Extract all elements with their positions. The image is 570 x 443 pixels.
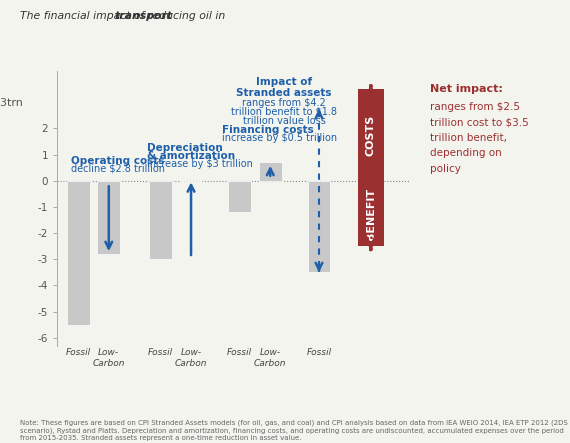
Text: increase by $0.5 trillion: increase by $0.5 trillion xyxy=(222,133,337,143)
Text: depending on: depending on xyxy=(430,148,502,159)
Text: Note: These figures are based on CPI Stranded Assets models (for oil, gas, and c: Note: These figures are based on CPI Str… xyxy=(20,420,568,441)
Text: & amortization: & amortization xyxy=(147,151,235,161)
Text: Operating costs: Operating costs xyxy=(71,156,164,166)
Text: Net impact:: Net impact: xyxy=(430,84,503,94)
Text: $3trn: $3trn xyxy=(0,98,23,108)
Bar xyxy=(308,181,331,272)
Text: ranges from $4.2: ranges from $4.2 xyxy=(242,98,326,109)
Text: decline $2.8 trillion: decline $2.8 trillion xyxy=(71,164,165,174)
Text: BENEFIT: BENEFIT xyxy=(366,187,376,240)
Text: trillion cost to $3.5: trillion cost to $3.5 xyxy=(430,117,529,128)
Bar xyxy=(149,181,172,259)
Bar xyxy=(97,181,120,254)
Text: Depreciation: Depreciation xyxy=(147,143,223,153)
Text: Financing costs: Financing costs xyxy=(222,124,314,135)
Text: transport: transport xyxy=(115,11,173,21)
Text: increase by $3 trillion: increase by $3 trillion xyxy=(147,159,253,169)
Text: Impact of: Impact of xyxy=(256,78,312,87)
Bar xyxy=(67,181,89,325)
Bar xyxy=(358,89,384,246)
Text: The financial impact of reducing oil in: The financial impact of reducing oil in xyxy=(20,11,229,21)
Text: policy: policy xyxy=(430,164,461,174)
Bar xyxy=(259,163,282,181)
Text: trillion benefit to $1.8: trillion benefit to $1.8 xyxy=(231,107,337,117)
Text: trillion benefit,: trillion benefit, xyxy=(430,133,507,143)
Text: Stranded assets: Stranded assets xyxy=(236,88,332,98)
Text: ranges from $2.5: ranges from $2.5 xyxy=(430,102,520,112)
Text: trillion value loss: trillion value loss xyxy=(242,116,325,126)
Text: COSTS: COSTS xyxy=(366,114,376,155)
Text: The financial impact of reducing oil in ⁠transport⁠ depends on policy decisions : The financial impact of reducing oil in … xyxy=(20,11,567,21)
Bar xyxy=(229,181,251,212)
